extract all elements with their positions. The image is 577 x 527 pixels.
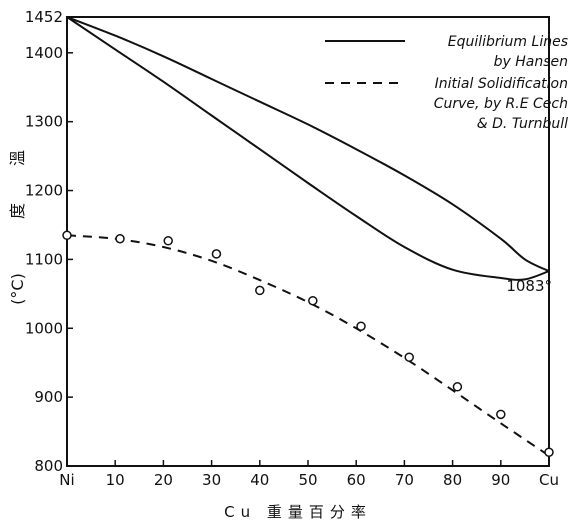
y-axis-label-part: (°C) (8, 273, 27, 305)
data-point (211, 249, 222, 259)
y-tick-label: 900 (34, 388, 63, 406)
legend-label: by Hansen (494, 54, 568, 70)
data-point (255, 285, 265, 296)
equilibrium-solidus-line (66, 16, 550, 281)
x-tick-label: 20 (154, 471, 173, 489)
data-point (496, 409, 506, 420)
data-point (115, 233, 125, 244)
legend-label: Initial Solidification (435, 76, 568, 92)
legend-label: Equilibrium Lines (448, 34, 568, 50)
initial-solidification-line (66, 234, 550, 457)
data-point (452, 382, 463, 392)
x-tick-label: 60 (347, 471, 366, 489)
data-point (404, 352, 414, 362)
x-tick-label: 70 (395, 471, 414, 489)
data-point (544, 447, 554, 457)
x-tick-label: 90 (491, 471, 510, 489)
y-axis-label-part: 溫 (8, 150, 27, 166)
legend-label: & D. Turnbull (477, 116, 568, 132)
y-tick-label: 1200 (25, 182, 63, 200)
y-axis-label-part: 度 (8, 203, 27, 219)
x-tick-label: 80 (443, 471, 462, 489)
melting-point-annotation: 1083° (506, 277, 552, 295)
data-point (62, 230, 72, 241)
y-tick-label: 1000 (25, 319, 63, 337)
equilibrium-liquidus-line (66, 16, 550, 273)
data-point (356, 321, 366, 331)
y-tick-label: 1400 (25, 44, 63, 62)
y-tick-label: 1100 (25, 250, 63, 268)
x-tick-label: 40 (250, 471, 269, 489)
x-tick-label: 10 (106, 471, 125, 489)
x-tick-label: 30 (202, 471, 221, 489)
x-axis-label: Cu 重量百分率 (224, 503, 372, 521)
x-tick-label: Cu (539, 471, 559, 489)
x-tick-label: Ni (59, 471, 74, 489)
x-tick-label: 50 (298, 471, 317, 489)
data-point (308, 295, 318, 306)
data-point (163, 236, 173, 246)
y-tick-label: 1300 (25, 113, 63, 131)
legend-label: Curve, by R.E Cech (434, 96, 568, 112)
y-tick-label: 1452 (25, 8, 63, 26)
y-tick-label: 800 (34, 457, 63, 475)
